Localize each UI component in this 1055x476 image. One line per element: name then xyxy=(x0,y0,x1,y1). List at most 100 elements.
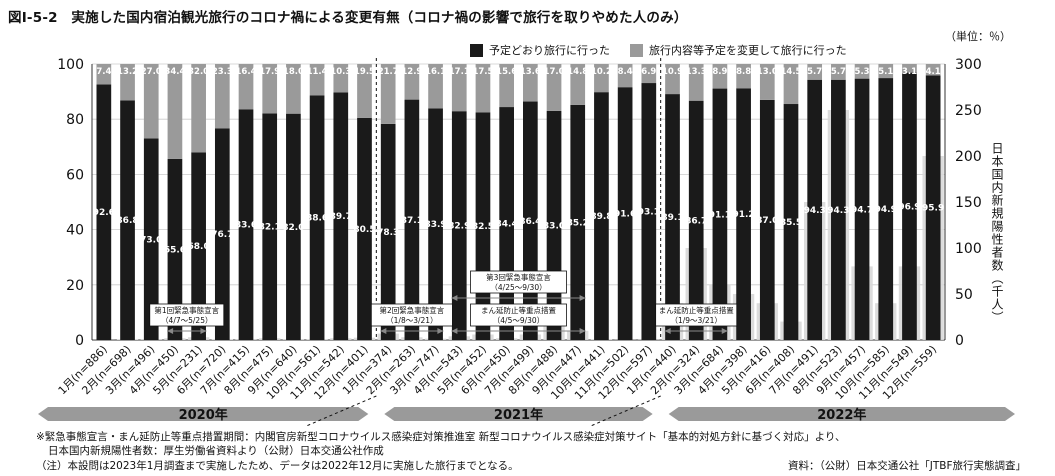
annotation-title: 第1回緊急事態宣言 xyxy=(154,305,219,315)
bar-changed xyxy=(499,64,514,108)
bar-label-changed: 11.4 xyxy=(307,67,328,77)
bar-label-changed: 5.7 xyxy=(807,67,822,77)
y2-tick-label: 150 xyxy=(955,195,982,211)
bar-label-changed: 8.4 xyxy=(618,67,633,77)
bar-label-scheduled: 82.5 xyxy=(472,222,494,232)
bar-changed xyxy=(736,64,751,89)
bar-label-changed: 4.1 xyxy=(926,67,941,77)
bar-scheduled xyxy=(594,92,609,340)
bar-label-changed: 5.3 xyxy=(855,67,870,77)
bar-label-changed: 3.1 xyxy=(902,67,917,77)
bar-label-changed: 17.5 xyxy=(472,67,493,77)
bar-label-scheduled: 94.9 xyxy=(875,205,897,215)
y2-tick-label: 100 xyxy=(955,241,982,257)
bar-scheduled xyxy=(854,78,870,341)
bar-scheduled xyxy=(759,99,775,340)
bar-changed xyxy=(759,64,775,100)
bar-label-scheduled: 68.0 xyxy=(188,242,210,252)
bar-label-scheduled: 86.8 xyxy=(116,216,138,226)
bar-label-scheduled: 80.5 xyxy=(353,225,375,235)
bar-changed xyxy=(451,64,467,112)
bar-label-changed: 34.4 xyxy=(164,67,185,77)
bar-label-changed: 23.3 xyxy=(212,67,233,77)
bar-scheduled xyxy=(617,87,633,341)
bar-changed xyxy=(120,64,135,101)
bar-changed xyxy=(783,64,799,105)
bar-label-scheduled: 84.4 xyxy=(496,220,518,230)
annotation-title: まん延防止等重点措置 xyxy=(659,305,734,315)
bar-label-changed: 8.8 xyxy=(736,67,751,77)
bar-changed xyxy=(617,64,633,88)
y-tick-label: 40 xyxy=(66,223,84,239)
legend-swatch-changed xyxy=(630,43,643,57)
bar-label-changed: 27.0 xyxy=(141,67,162,77)
bar-label-scheduled: 91.2 xyxy=(732,210,754,220)
annotation-box xyxy=(470,303,567,327)
bar-changed xyxy=(167,64,183,159)
annotation-title: 第3回緊急事態宣言 xyxy=(486,272,551,282)
bar-changed xyxy=(831,64,846,80)
bar-label-changed: 10.9 xyxy=(662,67,683,77)
bar-scheduled xyxy=(451,111,467,340)
year-label: 2020年 xyxy=(179,407,228,423)
y2-tick-label: 300 xyxy=(955,57,982,73)
annotation-period: （1/9～3/21） xyxy=(670,316,721,325)
bar-scheduled xyxy=(783,104,799,341)
bar-label-scheduled: 93.1 xyxy=(638,208,660,218)
bar-label-changed: 10.3 xyxy=(330,67,351,77)
bar-scheduled xyxy=(688,100,704,340)
chart-title: 図Ⅰ-5-2 実施した国内宿泊観光旅行のコロナ禍による変更有無（コロナ禍の影響で… xyxy=(8,10,688,26)
bar-changed xyxy=(570,64,586,105)
bar-scheduled xyxy=(807,79,823,341)
y2-tick-label: 250 xyxy=(955,103,982,119)
bar-scheduled xyxy=(428,108,443,340)
bar-scheduled xyxy=(736,88,751,341)
bar-changed xyxy=(96,64,112,85)
bar-scheduled xyxy=(902,72,917,340)
right-axis-title: 日本国内新規陽性者数（千人） xyxy=(990,142,1004,324)
bar-label-changed: 19.5 xyxy=(354,67,375,77)
bar-changed xyxy=(546,64,562,111)
bar-label-changed: 17.9 xyxy=(259,67,280,77)
bar-changed xyxy=(357,64,372,118)
bar-label-scheduled: 87.1 xyxy=(401,216,423,226)
bar-scheduled xyxy=(333,92,349,340)
bar-changed xyxy=(523,64,538,102)
bar-changed xyxy=(428,64,443,109)
bar-label-scheduled: 73.0 xyxy=(140,235,162,245)
annotation-arrowhead xyxy=(200,328,207,334)
bar-label-scheduled: 96.9 xyxy=(898,202,920,212)
bar-label-scheduled: 65.6 xyxy=(164,245,186,255)
bar-changed xyxy=(238,64,254,110)
annotation-title: まん延防止等重点措置 xyxy=(481,305,556,315)
bar-label-changed: 14.8 xyxy=(567,67,588,77)
bar-label-scheduled: 82.9 xyxy=(448,222,470,232)
note-3: （注）本設問は2023年1月調査まで実施したため、データは2022年12月に実施… xyxy=(36,460,519,472)
bar-scheduled xyxy=(641,83,657,340)
annotation-box xyxy=(370,303,453,327)
bar-label-changed: 16.4 xyxy=(236,67,257,77)
legend: 予定どおり旅行に行った 旅行内容等予定を変更して旅行に行った xyxy=(470,42,847,58)
legend-swatch-scheduled xyxy=(470,43,483,57)
bar-scheduled xyxy=(262,113,278,341)
y-tick-label: 20 xyxy=(66,278,84,294)
bar-scheduled xyxy=(570,104,586,341)
year-label: 2022年 xyxy=(817,407,866,423)
annotation-arrowhead xyxy=(579,295,586,301)
bar-label-scheduled: 86.7 xyxy=(685,216,707,226)
annotation-arrowhead xyxy=(451,328,458,334)
bar-label-scheduled: 89.1 xyxy=(661,213,683,223)
annotation-arrowhead xyxy=(437,328,444,334)
bar-scheduled xyxy=(143,138,159,340)
bar-changed xyxy=(333,64,349,93)
bar-changed xyxy=(309,64,325,96)
bar-scheduled xyxy=(925,75,941,340)
bar-scheduled xyxy=(712,88,728,341)
bar-label-changed: 5.7 xyxy=(831,67,846,77)
bar-label-scheduled: 94.3 xyxy=(827,206,849,216)
bar-scheduled xyxy=(357,117,372,340)
annotation-period: （4/25～9/30） xyxy=(490,283,546,292)
year-connector xyxy=(590,395,661,427)
bar-label-scheduled: 85.2 xyxy=(567,218,589,228)
